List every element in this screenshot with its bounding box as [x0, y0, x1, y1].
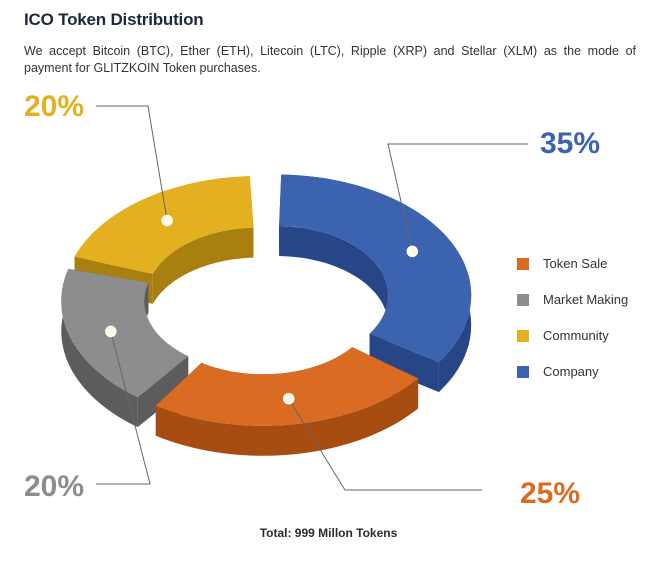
slice-outer-wall — [61, 268, 138, 428]
slice-top-face — [61, 268, 189, 398]
legend-label: Market Making — [543, 292, 628, 307]
legend-label: Community — [543, 328, 609, 343]
data-label-market-making: 20% — [24, 470, 84, 503]
data-label-company: 35% — [540, 127, 600, 160]
chart-title: ICO Token Distribution — [24, 10, 204, 29]
slice-top-face — [279, 174, 472, 363]
callout-line-token-sale — [288, 398, 482, 491]
legend-swatch — [517, 258, 529, 270]
slice-end-cap — [369, 333, 439, 393]
legend-swatch — [517, 294, 529, 306]
total-tokens: Total: 999 Millon Tokens — [259, 526, 398, 540]
data-label-token-sale: 25% — [520, 477, 580, 510]
slice-inner-wall — [279, 226, 389, 364]
slice-outer-wall — [155, 378, 419, 456]
legend-label: Company — [543, 364, 599, 379]
legend-item-token-sale: Token Sale — [517, 256, 607, 271]
chart-legend: Token Sale Market Making Community Company — [517, 256, 628, 379]
legend-swatch — [517, 366, 529, 378]
slice-market-making — [61, 268, 189, 428]
callout-dot — [282, 392, 295, 405]
slice-end-cap — [137, 356, 189, 428]
callout-layer: 35% 25% 20% 20% — [24, 90, 600, 510]
slice-inner-wall — [152, 227, 254, 304]
legend-swatch — [517, 330, 529, 342]
slice-token-sale — [155, 347, 419, 456]
callout-dot — [406, 245, 419, 258]
legend-item-community: Community — [517, 328, 609, 343]
callout-line-company — [387, 143, 528, 252]
data-label-community: 20% — [24, 90, 84, 123]
slice-top-face — [155, 347, 419, 426]
callout-dot — [105, 325, 117, 338]
intro-text: We accept Bitcoin (BTC), Ether (ETH), Li… — [24, 44, 636, 75]
donut-ring — [61, 174, 472, 456]
callout-dot — [161, 214, 173, 227]
legend-label: Token Sale — [543, 256, 607, 271]
slice-company — [279, 174, 472, 393]
legend-item-company: Company — [517, 364, 599, 379]
legend-item-market-making: Market Making — [517, 292, 628, 307]
callout-line-community — [96, 105, 168, 221]
callout-line-market-making — [96, 331, 151, 485]
